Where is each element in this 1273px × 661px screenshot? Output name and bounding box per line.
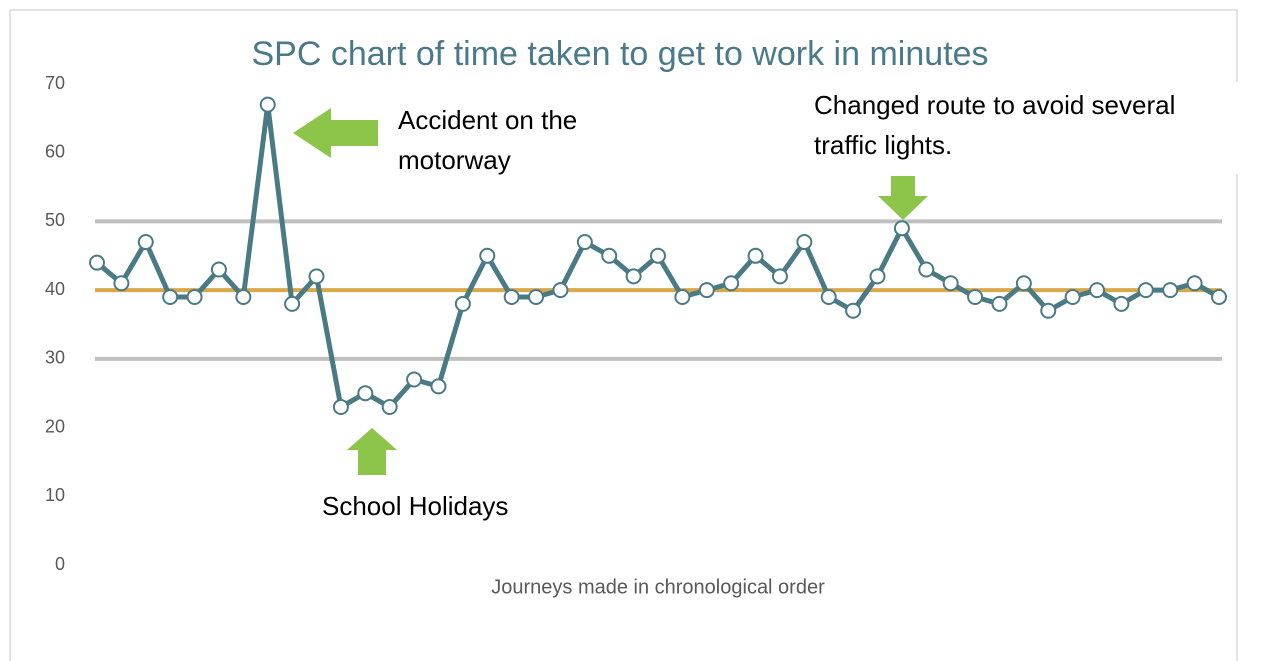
point: [747, 247, 764, 264]
point: [674, 289, 691, 306]
annotation: Changed route to avoid several: [814, 90, 1175, 120]
point: [771, 268, 788, 285]
point: [1064, 289, 1081, 306]
point: [820, 289, 837, 306]
y-tick-label: 60: [45, 141, 65, 161]
y-tick-label: 20: [45, 416, 65, 436]
point: [503, 289, 520, 306]
point: [381, 398, 398, 415]
point: [650, 247, 666, 264]
point: [1089, 282, 1106, 299]
point: [1040, 302, 1057, 319]
point: [89, 254, 105, 271]
point: [869, 268, 886, 285]
point: [796, 234, 813, 251]
annotation: motorway: [398, 145, 511, 175]
point: [698, 282, 715, 299]
point: [893, 220, 910, 237]
arrow: [293, 108, 378, 158]
point: [308, 268, 325, 285]
point: [601, 247, 618, 264]
y-tick-label: 70: [45, 73, 65, 93]
y-tick-label: 10: [45, 485, 65, 505]
point: [845, 302, 862, 319]
point: [528, 289, 545, 306]
point: [967, 289, 984, 306]
y-tick-label: 50: [45, 210, 65, 230]
point: [210, 261, 227, 278]
point: [259, 96, 276, 113]
point: [137, 234, 154, 251]
point: [1137, 282, 1154, 299]
y-tick-label: 40: [45, 279, 65, 299]
point: [284, 295, 301, 312]
annotation: Accident on the: [398, 105, 577, 135]
point: [1211, 289, 1227, 306]
point: [991, 295, 1008, 312]
point: [625, 268, 642, 285]
point: [406, 371, 423, 388]
point: [1113, 295, 1130, 312]
point: [235, 289, 252, 306]
point: [454, 295, 471, 312]
point: [1015, 275, 1032, 292]
point: [162, 289, 179, 306]
point: [552, 282, 569, 299]
y-tick-label: 0: [55, 554, 65, 574]
point: [723, 275, 740, 292]
point: [430, 378, 447, 395]
point: [332, 398, 349, 415]
point: [113, 275, 130, 292]
point: [576, 234, 593, 251]
arrow: [878, 176, 928, 220]
annotation: School Holidays: [322, 491, 508, 521]
annotation: traffic lights.: [814, 130, 952, 160]
x-axis-label: Journeys made in chronological order: [491, 576, 825, 598]
point: [479, 247, 496, 264]
arrow: [347, 428, 397, 475]
y-tick-label: 30: [45, 348, 65, 368]
point: [1162, 282, 1179, 299]
point: [186, 289, 203, 306]
annotation-background: [808, 82, 1273, 174]
point: [1186, 275, 1203, 292]
point: [918, 261, 935, 278]
point: [357, 385, 374, 402]
point: [942, 275, 959, 292]
chart-title: SPC chart of time taken to get to work i…: [252, 35, 989, 73]
